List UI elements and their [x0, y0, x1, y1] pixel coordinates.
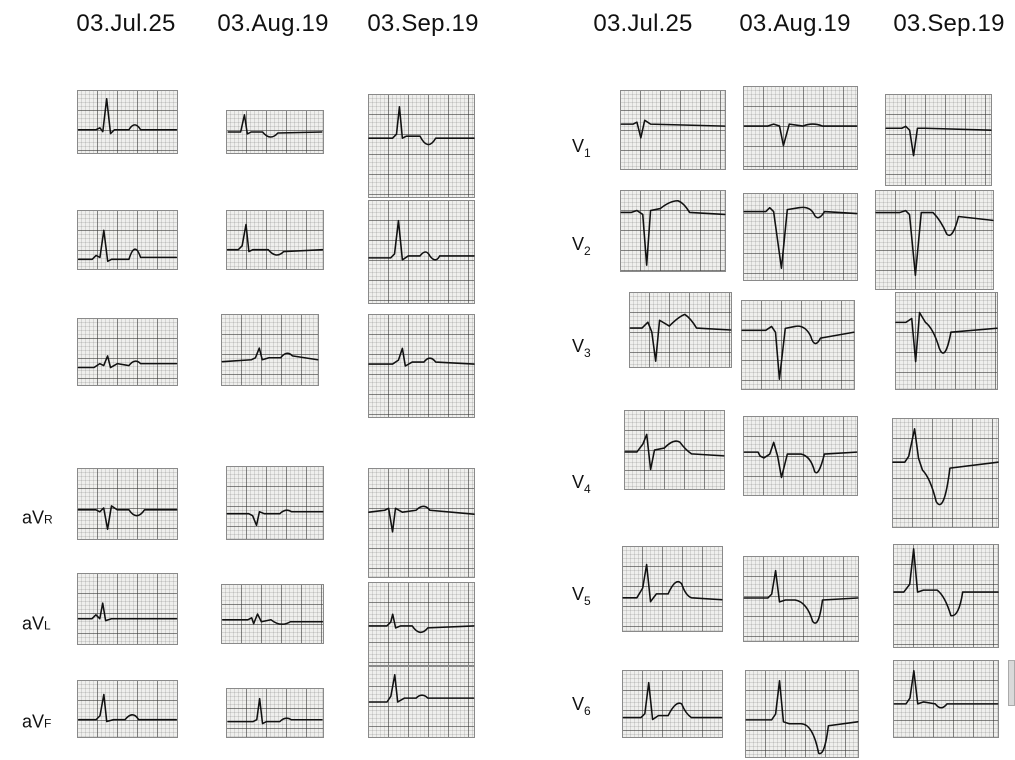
ecg-strip-v6-aug19 — [745, 670, 859, 758]
ecg-strip-v2-sep19 — [875, 190, 994, 290]
ecg-strip-iii-sep19 — [368, 314, 475, 418]
left-date-2: 03.Aug.19 — [217, 10, 329, 37]
lead-label-v1: V1 — [572, 136, 591, 160]
ecg-strip-v4-jul25 — [624, 410, 725, 490]
ecg-strip-v4-aug19 — [743, 416, 858, 496]
lead-label-v5: V5 — [572, 584, 591, 608]
lead-label-avr: aVR — [22, 507, 53, 528]
ecg-strip-v3-jul25 — [629, 292, 732, 368]
lead-label-avf: aVF — [22, 711, 52, 732]
ecg-strip-avf-aug19 — [226, 688, 324, 738]
right-date-1: 03.Jul.25 — [593, 10, 693, 37]
ecg-strip-v3-aug19 — [741, 300, 855, 390]
ecg-strip-v6-sep19 — [893, 660, 999, 738]
lead-label-v2: V2 — [572, 234, 591, 258]
ecg-strip-avl-sep19 — [368, 582, 475, 666]
ecg-strip-v5-sep19 — [893, 544, 999, 648]
ecg-strip-i-jul25 — [77, 90, 178, 154]
ecg-strip-v4-sep19 — [892, 418, 999, 528]
ecg-strip-ii-sep19 — [368, 200, 475, 304]
ecg-strip-v2-aug19 — [743, 193, 858, 281]
ecg-strip-v3-sep19 — [895, 292, 998, 390]
ecg-strip-v1-jul25 — [620, 90, 726, 170]
ecg-strip-avf-jul25 — [77, 680, 178, 738]
lead-label-v6: V6 — [572, 694, 591, 718]
ecg-strip-avr-aug19 — [226, 466, 324, 540]
ecg-strip-avr-jul25 — [77, 468, 178, 540]
ecg-strip-iii-aug19 — [221, 314, 319, 386]
ecg-strip-v6-jul25 — [622, 670, 723, 738]
ecg-strip-avr-sep19 — [368, 468, 475, 578]
left-date-3: 03.Sep.19 — [367, 10, 479, 37]
ecg-strip-i-sep19 — [368, 94, 475, 198]
ecg-strip-ii-jul25 — [77, 210, 178, 270]
right-date-2: 03.Aug.19 — [739, 10, 851, 37]
ecg-strip-v2-jul25 — [620, 190, 726, 272]
right-date-3: 03.Sep.19 — [893, 10, 1005, 37]
ecg-strip-ii-aug19 — [226, 210, 324, 270]
ecg-strip-avf-sep19 — [368, 666, 475, 738]
lead-label-v3: V3 — [572, 336, 591, 360]
lead-label-v4: V4 — [572, 472, 591, 496]
calibration-bar — [1008, 660, 1015, 706]
ecg-strip-v1-aug19 — [743, 86, 858, 170]
ecg-strip-avl-aug19 — [221, 584, 324, 644]
lead-label-avl: aVL — [22, 613, 51, 634]
ecg-strip-i-aug19 — [226, 110, 324, 154]
ecg-strip-v5-jul25 — [622, 546, 723, 632]
ecg-strip-avl-jul25 — [77, 573, 178, 645]
ecg-strip-v1-sep19 — [885, 94, 992, 186]
ecg-strip-iii-jul25 — [77, 318, 178, 386]
ecg-strip-v5-aug19 — [743, 556, 859, 642]
left-date-1: 03.Jul.25 — [76, 10, 176, 37]
